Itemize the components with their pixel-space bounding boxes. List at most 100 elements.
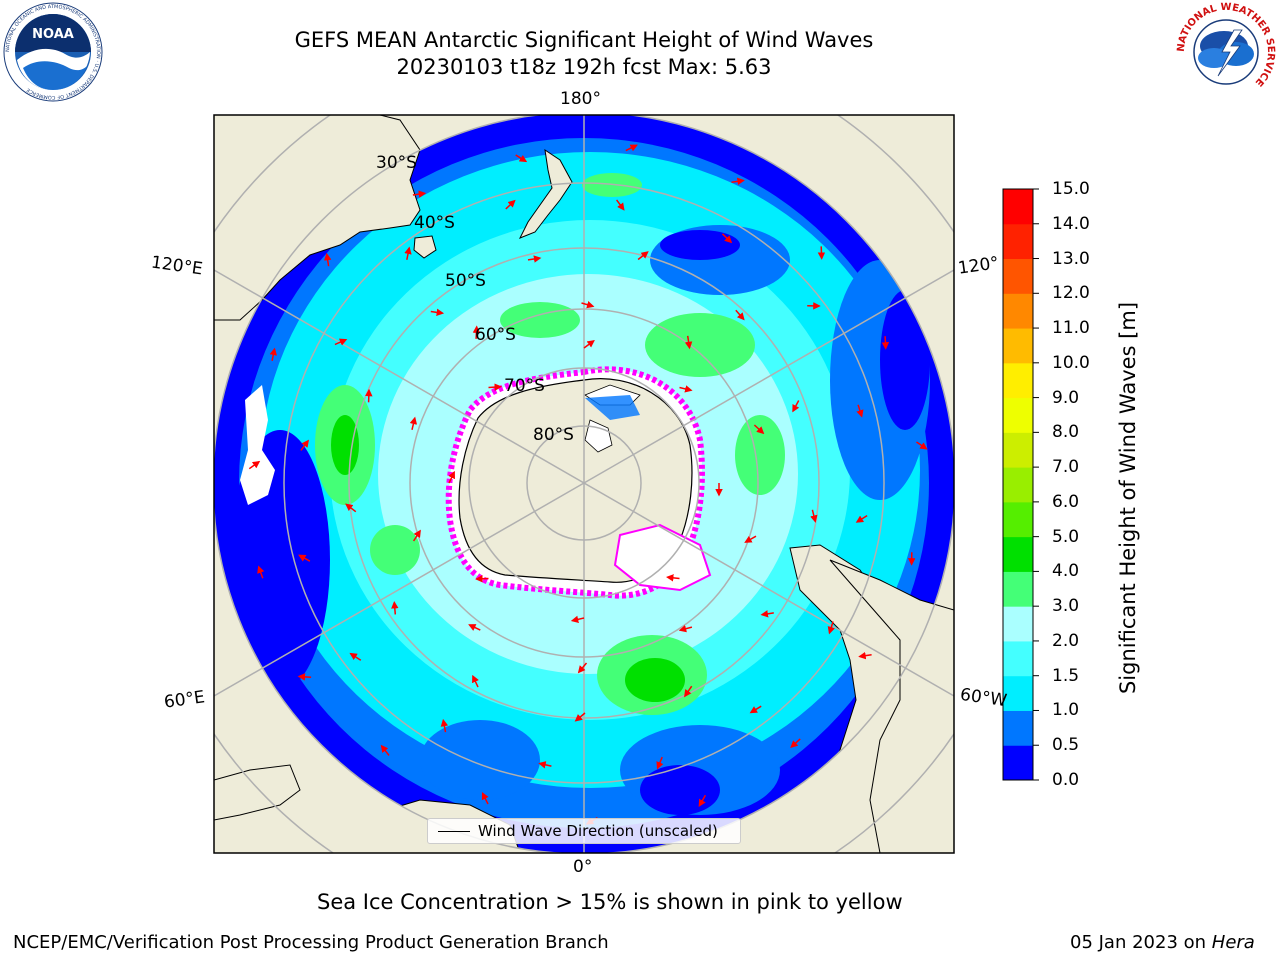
colorbar-tick-label: 4.0 bbox=[1052, 561, 1080, 582]
colorbar-segment bbox=[1003, 536, 1033, 572]
colorbar-tick-label: 1.0 bbox=[1052, 700, 1080, 721]
svg-text:NOAA: NOAA bbox=[32, 27, 74, 42]
wind-wave-arrow bbox=[538, 761, 552, 769]
wind-wave-arrow bbox=[581, 301, 595, 309]
wind-wave-arrow bbox=[472, 674, 479, 688]
wind-wave-arrow bbox=[430, 308, 445, 317]
credit-line: NCEP/EMC/Verification Post Processing Pr… bbox=[13, 932, 609, 953]
tasmania bbox=[413, 235, 437, 259]
wind-wave-arrow bbox=[349, 652, 362, 661]
colorbar-tick-label: 6.0 bbox=[1052, 491, 1080, 512]
colorbar-tick-label: 3.0 bbox=[1052, 596, 1080, 617]
wind-wave-arrow bbox=[515, 154, 528, 163]
title-line-1: GEFS MEAN Antarctic Significant Height o… bbox=[294, 28, 874, 52]
wind-wave-arrow bbox=[527, 255, 542, 263]
wind-wave-arrow bbox=[881, 336, 890, 350]
wind-wave-arrow bbox=[412, 190, 427, 198]
colorbar-tick-label: 13.0 bbox=[1052, 248, 1090, 269]
wind-wave-arrow bbox=[749, 705, 762, 714]
wind-wave-arrow bbox=[468, 624, 481, 631]
wind-wave-arrow bbox=[916, 441, 928, 450]
wind-wave-arrow bbox=[269, 347, 277, 361]
wind-wave-arrow bbox=[481, 791, 489, 805]
wind-wave-arrow bbox=[731, 177, 745, 186]
wind-wave-arrow bbox=[391, 601, 399, 615]
africa-outer bbox=[214, 764, 301, 821]
wind-wave-arrow bbox=[323, 252, 332, 267]
map-legend: Wind Wave Direction (unscaled) bbox=[427, 818, 741, 844]
wind-wave-arrow bbox=[440, 718, 449, 733]
lat-label-70s: 70°S bbox=[504, 376, 545, 396]
colorbar-tick-label: 2.0 bbox=[1052, 630, 1080, 651]
graticule bbox=[214, 115, 954, 853]
colorbar-tick-label: 10.0 bbox=[1052, 352, 1090, 373]
wind-wave-arrow bbox=[735, 309, 745, 321]
wind-wave-arrows bbox=[248, 144, 928, 825]
wind-wave-arrow bbox=[625, 144, 638, 152]
title-line-2: 20230103 t18z 192h fcst Max: 5.63 bbox=[396, 55, 772, 79]
colorbar-segment bbox=[1003, 432, 1033, 468]
wind-wave-arrow bbox=[448, 470, 455, 484]
colorbar-segment bbox=[1003, 223, 1033, 260]
wind-wave-arrow bbox=[684, 685, 693, 698]
lat-label-30s: 30°S bbox=[376, 153, 417, 173]
colorbar-frame bbox=[1002, 188, 1034, 781]
wind-wave-arrow bbox=[790, 738, 801, 749]
wind-wave-arrow bbox=[856, 404, 864, 418]
colorbar-segment bbox=[1003, 501, 1033, 538]
nws-logo: NATIONAL WEATHER SERVICE bbox=[1176, 2, 1276, 102]
wind-wave-arrow bbox=[855, 514, 868, 523]
colorbar-segment bbox=[1003, 293, 1033, 329]
wind-wave-arrow bbox=[827, 621, 835, 635]
wind-wave-arrow bbox=[570, 615, 585, 624]
wind-wave-arrow bbox=[334, 338, 348, 346]
wind-wave-arrow bbox=[472, 325, 481, 339]
colorbar-segment bbox=[1003, 189, 1033, 225]
wind-wave-arrow bbox=[721, 233, 733, 244]
lat-label-40s: 40°S bbox=[414, 213, 455, 233]
wind-wave-arrow bbox=[300, 439, 310, 451]
colorbar-tick-label: 8.0 bbox=[1052, 422, 1080, 443]
wind-wave-arrow bbox=[257, 565, 265, 579]
colorbar-segment bbox=[1003, 640, 1033, 677]
colorbar-tick-label: 5.0 bbox=[1052, 526, 1080, 547]
colorbar-tick-label: 9.0 bbox=[1052, 387, 1080, 408]
wind-wave-arrow bbox=[666, 574, 680, 582]
date-line: 05 Jan 2023 on Hera bbox=[1070, 932, 1255, 953]
wind-wave-arrow bbox=[297, 673, 312, 681]
colorbar-tick-label: 1.5 bbox=[1052, 665, 1080, 686]
colorbar-segment bbox=[1003, 362, 1033, 399]
wind-wave-arrow bbox=[684, 335, 693, 350]
colorbar-tick-label: 15.0 bbox=[1052, 179, 1090, 199]
wind-wave-arrow bbox=[488, 383, 502, 391]
wind-wave-arrow bbox=[753, 424, 765, 435]
legend-label: Wind Wave Direction (unscaled) bbox=[478, 822, 718, 840]
sea-ice-note: Sea Ice Concentration > 15% is shown in … bbox=[317, 890, 903, 914]
australia bbox=[214, 115, 421, 321]
wind-wave-arrow bbox=[678, 625, 693, 633]
wind-wave-arrow bbox=[380, 744, 390, 756]
lat-label-50s: 50°S bbox=[445, 271, 486, 291]
lon-label-0: 0° bbox=[573, 857, 593, 877]
wind-wave-arrow bbox=[583, 340, 595, 349]
wind-wave-arrow bbox=[817, 246, 826, 260]
legend-line-swatch bbox=[438, 831, 470, 832]
noaa-logo: NOAA NATIONAL OCEANIC AND ATMOSPHERIC AD… bbox=[3, 2, 103, 102]
map-frame bbox=[213, 114, 955, 854]
wind-wave-arrow bbox=[615, 199, 625, 211]
wind-wave-arrow bbox=[760, 610, 774, 618]
colorbar-segment bbox=[1003, 467, 1033, 503]
wind-wave-arrow bbox=[744, 535, 757, 543]
colorbar-segment bbox=[1003, 397, 1033, 433]
wind-wave-arrow bbox=[810, 509, 818, 523]
wind-wave-arrow bbox=[409, 416, 418, 430]
lat-label-80s: 80°S bbox=[533, 425, 574, 445]
wind-wave-arrow bbox=[412, 529, 421, 542]
colorbar-segment bbox=[1003, 675, 1033, 711]
wind-wave-arrow bbox=[656, 756, 664, 770]
machine-name: Hera bbox=[1211, 932, 1255, 953]
colorbar-segment bbox=[1003, 606, 1033, 642]
wind-wave-arrow bbox=[698, 794, 707, 808]
wind-wave-arrow bbox=[404, 246, 412, 260]
